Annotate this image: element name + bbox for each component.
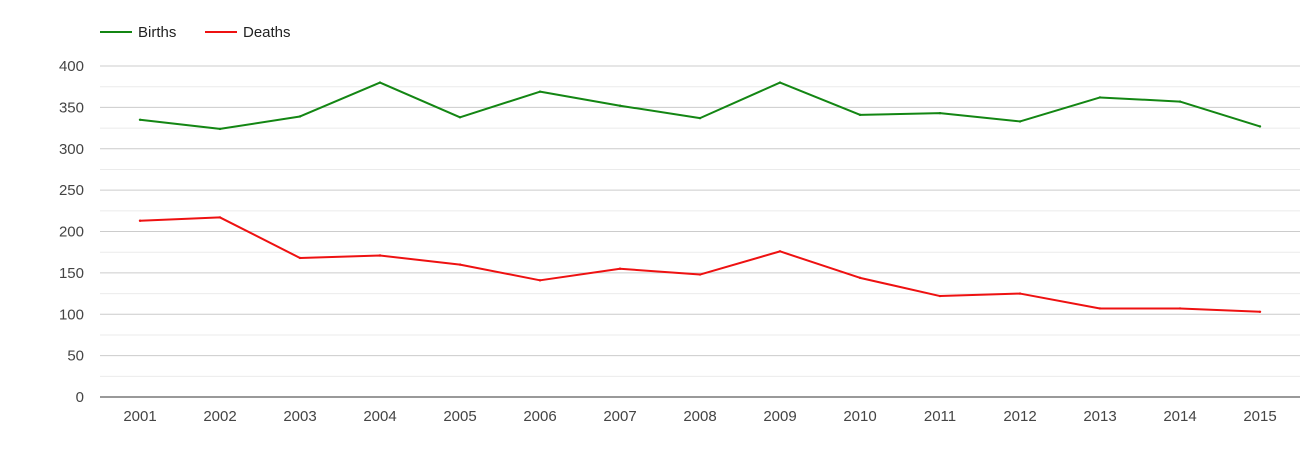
- data-point-deaths: [378, 254, 382, 257]
- x-tick-label: 2001: [123, 408, 156, 425]
- x-tick-label: 2009: [763, 408, 796, 425]
- x-axis: 2001 2002 2003 2004 2005 2006 2007 2008 2009 2010…: [123, 408, 1276, 425]
- y-tick-label: 300: [59, 141, 84, 158]
- y-tick-label: 250: [59, 182, 84, 199]
- x-tick-label: 2006: [523, 408, 556, 425]
- y-tick-label: 200: [59, 224, 84, 241]
- x-tick-label: 2002: [203, 408, 236, 425]
- y-tick-label: 400: [59, 58, 84, 75]
- series-group: [138, 81, 1262, 313]
- y-tick-label: 150: [59, 265, 84, 282]
- data-point-births: [138, 118, 142, 121]
- data-point-births: [698, 116, 702, 120]
- data-point-births: [458, 116, 462, 119]
- x-tick-label: 2003: [283, 408, 316, 425]
- data-point-deaths: [218, 216, 222, 219]
- data-point-births: [1178, 100, 1182, 103]
- data-point-deaths: [618, 267, 622, 270]
- legend-label-deaths: Deaths: [243, 24, 291, 41]
- data-point-births: [378, 81, 382, 84]
- series-line-births: [139, 81, 1261, 130]
- data-point-births: [1258, 125, 1262, 128]
- data-point-births: [298, 115, 302, 118]
- x-tick-label: 2008: [683, 408, 716, 425]
- data-point-births: [938, 111, 942, 115]
- x-tick-label: 2005: [443, 408, 476, 425]
- data-point-deaths: [858, 276, 862, 280]
- x-tick-label: 2007: [603, 408, 636, 425]
- data-point-deaths: [458, 263, 462, 266]
- legend: Births Deaths: [100, 24, 291, 41]
- data-point-deaths: [538, 279, 542, 282]
- y-tick-label: 0: [76, 389, 84, 406]
- data-point-deaths: [1258, 310, 1262, 313]
- data-point-deaths: [1178, 307, 1182, 310]
- data-point-births: [1018, 120, 1022, 123]
- x-tick-label: 2012: [1003, 408, 1036, 425]
- data-point-births: [1098, 96, 1102, 99]
- x-tick-label: 2011: [924, 408, 956, 425]
- data-point-births: [858, 113, 862, 117]
- legend-label-births: Births: [138, 24, 176, 41]
- x-tick-label: 2010: [843, 408, 876, 425]
- y-axis: 0 50 100 150 200 250 300 350 400: [59, 58, 84, 406]
- data-point-births: [218, 127, 222, 131]
- gridlines: [100, 65, 1300, 398]
- data-point-deaths: [1098, 307, 1102, 310]
- data-point-births: [538, 90, 542, 93]
- data-point-deaths: [698, 273, 702, 276]
- x-tick-label: 2014: [1163, 408, 1196, 425]
- data-point-deaths: [778, 250, 782, 253]
- data-point-deaths: [938, 294, 942, 298]
- data-point-births: [618, 104, 622, 107]
- y-tick-label: 100: [59, 306, 84, 323]
- x-tick-label: 2013: [1083, 408, 1116, 425]
- data-point-deaths: [1018, 292, 1022, 295]
- y-tick-label: 50: [67, 348, 84, 365]
- data-point-deaths: [138, 219, 142, 222]
- x-tick-label: 2015: [1243, 408, 1276, 425]
- x-tick-label: 2004: [363, 408, 396, 425]
- data-point-deaths: [298, 256, 302, 260]
- y-tick-label: 350: [59, 99, 84, 116]
- data-point-births: [778, 81, 782, 84]
